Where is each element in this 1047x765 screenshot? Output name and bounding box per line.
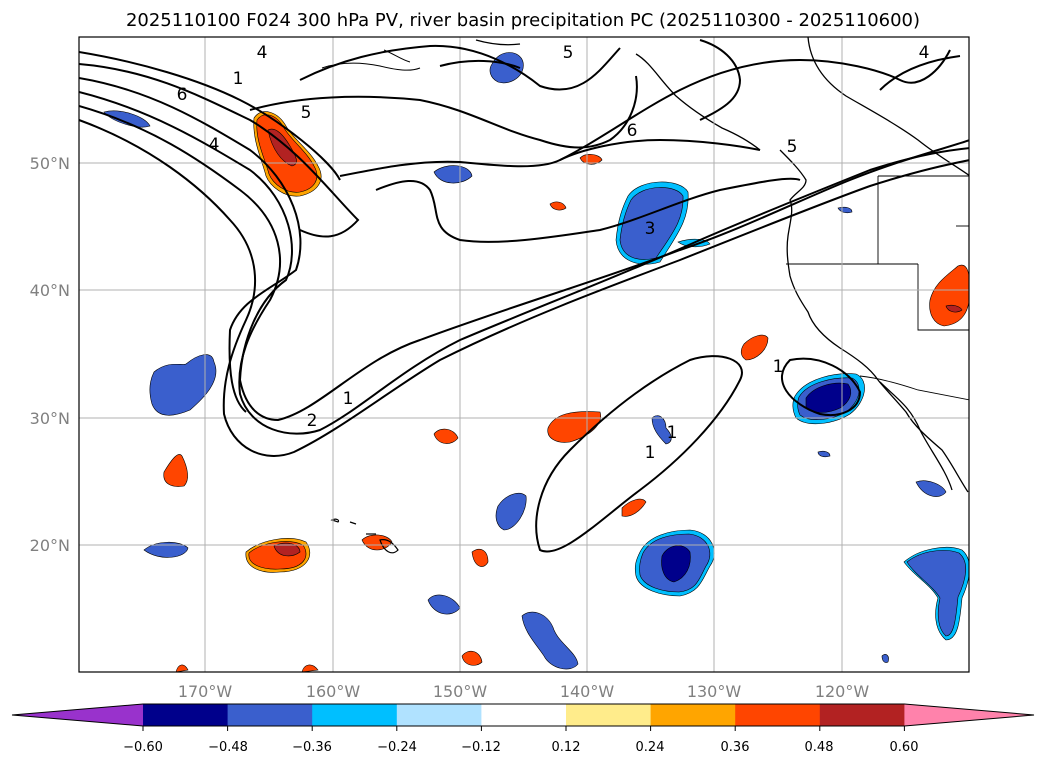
lon-tick-label: 120°W	[815, 682, 870, 701]
precip-pos-region	[471, 549, 489, 567]
lat-tick-label: 30°N	[30, 409, 70, 428]
colorbar-tick-label: 0.36	[721, 740, 750, 755]
precip-pos-region	[273, 542, 301, 557]
precip-neg-region	[103, 110, 151, 128]
pv-contour-label: 6	[627, 121, 638, 141]
colorbar-tick-label: −0.24	[377, 740, 417, 755]
colorbar: −0.60 −0.48 −0.36 −0.24 −0.12 0.12 0.24 …	[11, 703, 1035, 755]
pv-contour-label: 5	[301, 103, 312, 123]
colorbar-tick-label: 0.12	[552, 740, 581, 755]
precip-pos-region	[740, 334, 769, 361]
colorbar-tick-label: −0.12	[461, 740, 501, 755]
colorbar-tick-label: 0.60	[890, 740, 919, 755]
lat-tick-label: 50°N	[30, 154, 70, 173]
pv-contour-label: 3	[645, 219, 656, 239]
lat-tick-label: 40°N	[30, 281, 70, 300]
pv-contour-label: 4	[209, 135, 220, 155]
pv-contour-label: 1	[667, 423, 678, 443]
precip-neg-region	[906, 550, 966, 637]
colorbar-tick-label: −0.48	[208, 740, 248, 755]
lon-tick-label: 150°W	[433, 682, 488, 701]
colorbar-segment	[481, 704, 567, 726]
map-frame	[78, 36, 970, 673]
pv-contour-label: 2	[307, 411, 318, 431]
pv-contours	[79, 39, 969, 553]
precip-neg-region	[143, 541, 189, 558]
colorbar-segments	[11, 703, 1035, 731]
precip-pos-region	[621, 498, 647, 517]
colorbar-tick-label: −0.36	[292, 740, 332, 755]
pv-contour-label: 6	[177, 85, 188, 105]
colorbar-segment	[566, 704, 652, 726]
precip-neg-region	[817, 450, 831, 458]
pv-contour-label: 1	[645, 443, 656, 463]
precip-neg-region	[651, 415, 672, 445]
pv-contour-label: 1	[343, 389, 354, 409]
precip-pos-region	[163, 454, 188, 487]
map-area: 4 1 6 4 5 6 5 3 5 4 2 1 1 1 1	[79, 37, 969, 672]
colorbar-segment	[227, 704, 313, 726]
colorbar-segment	[650, 704, 736, 726]
lon-tick-label: 140°W	[560, 682, 615, 701]
lon-tick-label: 130°W	[687, 682, 742, 701]
precip-neg-region	[149, 354, 217, 416]
colorbar-extend-max	[904, 704, 1034, 726]
precip-neg-region	[915, 480, 947, 497]
precip-neg-region	[433, 165, 473, 184]
colorbar-segment	[396, 704, 482, 726]
precip-pos-region	[461, 650, 483, 666]
lat-tick-labels: 50°N 40°N 30°N 20°N	[30, 154, 70, 555]
pv-contour-label: 5	[787, 137, 798, 157]
precip-pos-region	[175, 664, 189, 672]
lon-tick-label: 170°W	[178, 682, 233, 701]
colorbar-extend-min	[12, 704, 143, 726]
precip-pos-region	[945, 304, 963, 313]
precip-neg-region	[661, 545, 691, 583]
precip-neg-region	[495, 493, 527, 531]
precip-pos-region	[549, 201, 567, 211]
precip-neg-region	[881, 654, 889, 663]
colorbar-tick-label: −0.60	[123, 740, 163, 755]
colorbar-tick-label: 0.24	[636, 740, 665, 755]
coastlines	[321, 37, 969, 493]
precip-pos-region	[361, 534, 393, 551]
pv-contour-label: 1	[773, 357, 784, 377]
map-title: 2025110100 F024 300 hPa PV, river basin …	[126, 10, 920, 31]
precip-pos-region	[301, 664, 319, 672]
pv-contour-label: 4	[257, 43, 268, 63]
precip-pos-region	[433, 428, 459, 444]
colorbar-segment	[143, 704, 229, 726]
colorbar-segment	[819, 704, 905, 726]
colorbar-segment	[312, 704, 398, 726]
pv-contour-label: 5	[563, 43, 574, 63]
colorbar-tick-label: 0.48	[805, 740, 834, 755]
pv-contour-label: 1	[233, 69, 244, 89]
lon-tick-label: 160°W	[306, 682, 361, 701]
pv-contour-label: 4	[919, 43, 930, 63]
lon-tick-labels: 170°W 160°W 150°W 140°W 130°W 120°W	[178, 682, 870, 701]
colorbar-segment	[735, 704, 821, 726]
lat-tick-label: 20°N	[30, 536, 70, 555]
colorbar-ticks: −0.60 −0.48 −0.36 −0.24 −0.12 0.12 0.24 …	[123, 740, 918, 755]
pv-contour-label-group: 4 1 6 4 5 6 5 3 5 4 2 1 1 1 1	[177, 43, 930, 463]
precip-neg-region	[521, 611, 579, 670]
